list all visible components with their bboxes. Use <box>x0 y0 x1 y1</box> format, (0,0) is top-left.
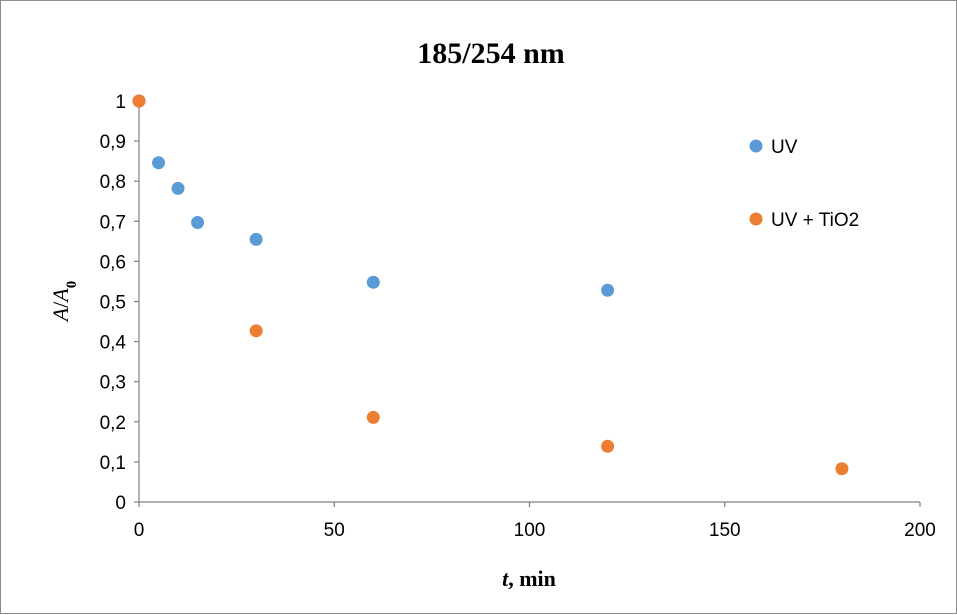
chart-title: 185/254 nm <box>417 37 565 70</box>
data-point <box>152 156 166 170</box>
y-tick-label: 0,5 <box>100 293 126 314</box>
data-point <box>249 324 263 338</box>
axes <box>134 96 921 507</box>
data-point <box>191 216 205 230</box>
data-point <box>249 232 263 246</box>
legend-marker <box>749 212 763 226</box>
y-tick-labels: 0 0,1 0,2 0,3 0,4 0,5 0,6 0,7 0,8 0,9 1 <box>100 92 127 514</box>
x-axis-title-variable: t <box>502 566 509 591</box>
y-tick-label: 0,2 <box>100 413 126 434</box>
x-tick-label: 0 <box>134 520 145 541</box>
x-axis-title-unit: , min <box>508 566 556 591</box>
legend-marker <box>749 139 763 153</box>
y-axis-title-a0: A <box>48 288 73 304</box>
legend-label: UV + TiO2 <box>771 210 859 231</box>
y-axis-title-subscript: 0 <box>64 281 80 289</box>
x-tick-label: 50 <box>324 520 345 541</box>
data-point <box>601 439 615 453</box>
x-tick-label: 100 <box>514 520 546 541</box>
y-tick-label: 0,6 <box>100 252 126 273</box>
series-2 <box>132 94 849 476</box>
x-tick-label: 200 <box>904 520 936 541</box>
data-point <box>601 283 615 297</box>
y-tick-label: 0,8 <box>100 172 126 193</box>
data-point <box>366 410 380 424</box>
x-tick-labels: 0 50 100 150 200 <box>134 520 936 541</box>
y-tick-label: 0,3 <box>100 373 126 394</box>
series-1 <box>132 94 615 297</box>
y-axis-title-a: A <box>48 307 73 323</box>
y-axis-title: A/A0 <box>48 281 80 324</box>
data-points <box>132 94 849 476</box>
data-point <box>132 94 146 108</box>
data-point <box>366 275 380 289</box>
data-point <box>171 181 185 195</box>
y-tick-label: 0,4 <box>100 333 127 354</box>
x-tick-label: 150 <box>709 520 741 541</box>
y-tick-label: 0,9 <box>100 132 126 153</box>
y-tick-label: 0,1 <box>100 453 126 474</box>
y-tick-label: 0 <box>115 493 126 514</box>
x-axis-title: t, min <box>502 566 556 591</box>
legend: UV UV + TiO2 <box>749 137 859 231</box>
y-tick-label: 0,7 <box>100 212 126 233</box>
y-tick-label: 1 <box>115 92 126 113</box>
data-point <box>835 462 849 476</box>
y-axis-title-slash: / <box>48 301 73 308</box>
legend-label: UV <box>771 137 798 158</box>
